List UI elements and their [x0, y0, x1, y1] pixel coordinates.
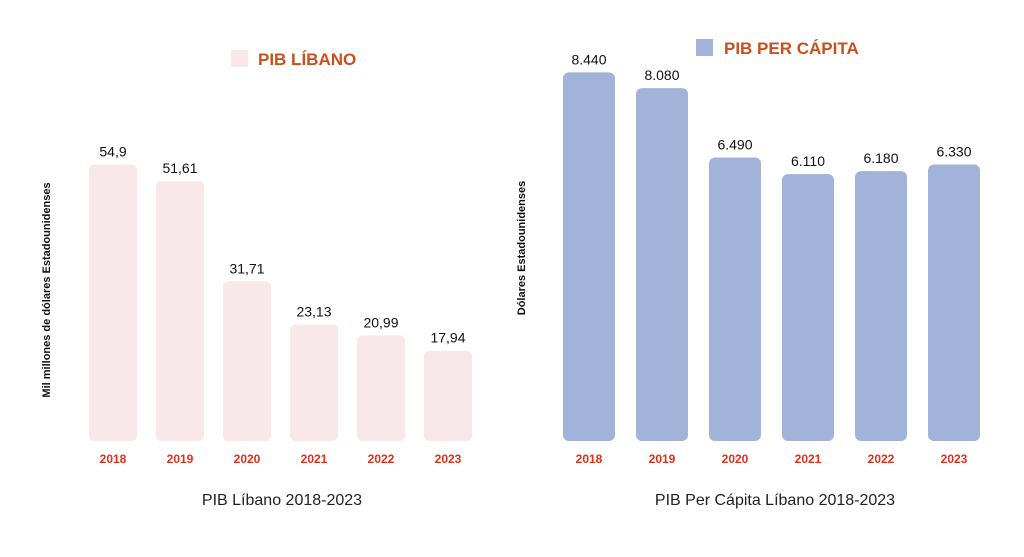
- category-label-2019: 2019: [649, 452, 676, 466]
- value-label-2018: 8.440: [571, 51, 606, 67]
- value-label-2021: 23,13: [296, 304, 331, 320]
- bar-2021: [290, 324, 338, 441]
- legend-swatch-left: [231, 50, 248, 67]
- value-label-2022: 20,99: [363, 314, 398, 330]
- category-label-2023: 2023: [941, 452, 968, 466]
- legend-swatch-right: [696, 39, 713, 56]
- category-label-2023: 2023: [435, 452, 462, 466]
- bar-2019: [636, 88, 688, 442]
- category-label-2018: 2018: [100, 452, 127, 466]
- bar-2021: [782, 174, 834, 441]
- legend-label-left: PIB LÍBANO: [258, 50, 356, 69]
- value-label-2020: 6.490: [717, 137, 752, 153]
- value-label-2018: 54,9: [99, 144, 126, 160]
- bar-2020: [709, 157, 761, 441]
- bar-2023: [424, 350, 472, 441]
- value-label-2019: 8.080: [644, 67, 679, 83]
- bar-2018: [89, 164, 137, 442]
- bar-2022: [357, 335, 405, 441]
- category-label-2020: 2020: [234, 452, 261, 466]
- legend-label-right: PIB PER CÁPITA: [724, 39, 859, 58]
- bar-2020: [223, 281, 271, 441]
- y-axis-label-left: Mil millones de dólares Estadounidenses: [41, 182, 53, 397]
- bar-2019: [156, 181, 204, 441]
- value-label-2019: 51,61: [162, 160, 197, 176]
- bar-2018: [563, 72, 615, 441]
- category-label-2021: 2021: [301, 452, 328, 466]
- chart-caption-left: PIB Líbano 2018-2023: [202, 492, 362, 509]
- value-label-2022: 6.180: [863, 150, 898, 166]
- chart-left: PIB LÍBANO Mil millones de dólares Estad…: [41, 50, 472, 509]
- category-label-2022: 2022: [868, 452, 895, 466]
- bar-2023: [928, 164, 980, 441]
- category-label-2021: 2021: [795, 452, 822, 466]
- category-label-2019: 2019: [167, 452, 194, 466]
- chart-right: PIB PER CÁPITA Dólares Estadounidenses 8…: [516, 39, 980, 509]
- category-label-2018: 2018: [576, 452, 603, 466]
- value-label-2021: 6.110: [791, 153, 825, 169]
- value-label-2020: 31,71: [229, 260, 264, 276]
- chart-caption-right: PIB Per Cápita Líbano 2018-2023: [655, 492, 895, 509]
- value-label-2023: 17,94: [430, 330, 465, 346]
- category-label-2022: 2022: [368, 452, 395, 466]
- bar-2022: [855, 171, 907, 441]
- y-axis-label-right: Dólares Estadounidenses: [516, 181, 528, 316]
- value-label-2023: 6.330: [936, 144, 971, 160]
- category-label-2020: 2020: [722, 452, 749, 466]
- bars-left: 54,9 2018 51,61 2019 31,71 2020 23,13 2021 20,99…: [89, 144, 472, 466]
- bars-right: 8.440 2018 8.080 2019 6.490 2020 6.110 2021 6.18…: [563, 51, 980, 466]
